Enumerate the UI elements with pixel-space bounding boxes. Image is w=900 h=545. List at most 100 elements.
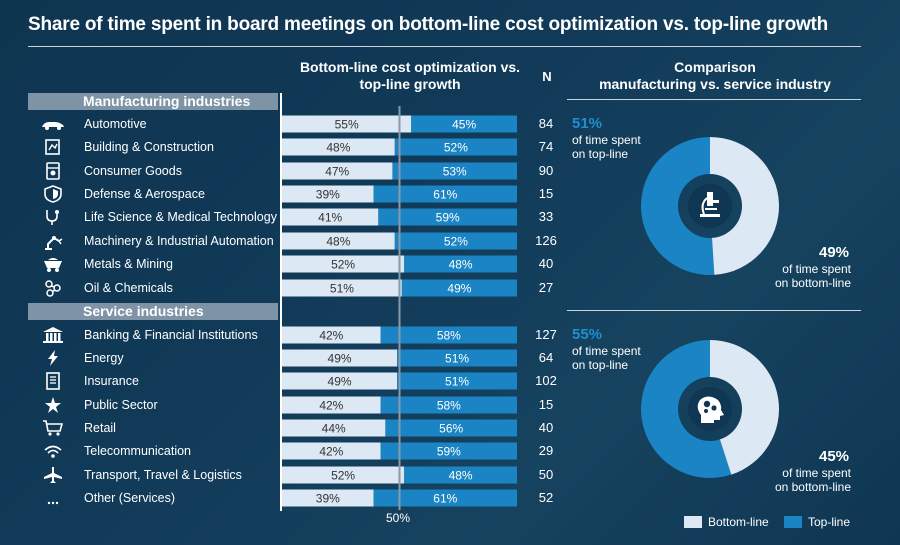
donut-manufacturing-top-text-1: of time spent — [572, 133, 641, 147]
bar-bottom-line — [282, 162, 393, 180]
bar-top-line-label: 59% — [436, 211, 460, 225]
row-label: Machinery & Industrial Automation — [84, 234, 274, 248]
row-label: Telecommunication — [84, 444, 191, 458]
legend-top-line: Top-line — [784, 515, 850, 529]
bar-top-line — [378, 208, 517, 226]
row-label: Automotive — [84, 117, 147, 131]
row-n-value: 15 — [538, 397, 554, 412]
bar-top-line — [404, 466, 517, 484]
row-n-value: 52 — [538, 490, 554, 505]
donut-service-bottom-text-1: of time spent — [782, 466, 851, 480]
row-n-value: 27 — [538, 280, 554, 295]
bar-top-line-label: 56% — [439, 422, 463, 436]
microscope-icon — [700, 192, 720, 217]
bar-bottom-line-label: 42% — [319, 329, 343, 343]
bar-bottom-line — [282, 466, 405, 484]
bar-bottom-line-label: 51% — [330, 282, 354, 296]
comparison-divider-middle — [567, 310, 861, 311]
donut-manufacturing-bottom-text-1: of time spent — [782, 262, 851, 276]
legend-bottom-line-label: Bottom-line — [708, 515, 769, 529]
bar-bottom-line-label: 52% — [331, 258, 355, 272]
bar-bottom-line-label: 49% — [328, 352, 352, 366]
bar-top-line — [397, 372, 517, 390]
bar-top-line-label: 61% — [433, 188, 457, 202]
group-manufacturing: Manufacturing industries — [28, 93, 278, 110]
bar-bottom-line-label: 39% — [316, 188, 340, 202]
donut-service-bottom-text: of time spent on bottom-line — [770, 466, 851, 494]
donut-service-top-pct: 55% — [572, 326, 603, 343]
donut-manufacturing-top-text: of time spent on top-line — [572, 133, 641, 161]
bar-top-line — [385, 419, 517, 437]
bar-top-line — [380, 442, 517, 460]
row-label: Oil & Chemicals — [84, 281, 173, 295]
bar-bottom-line — [282, 349, 398, 367]
comparison-divider-top — [567, 99, 861, 100]
bar-bottom-line — [282, 419, 386, 437]
bar-top-line-label: 51% — [445, 375, 469, 389]
building-icon — [40, 138, 66, 156]
ellipsis-icon — [40, 489, 66, 507]
document-icon — [40, 372, 66, 390]
row-n-value: 64 — [538, 350, 554, 365]
legend-top-line-swatch — [784, 516, 802, 528]
donut-manufacturing — [640, 136, 779, 275]
bar-bottom-line — [282, 185, 374, 203]
reference-50-label: 50% — [386, 511, 411, 525]
bar-top-line — [373, 185, 517, 203]
chart-header-line1: Bottom-line cost optimization vs. — [299, 59, 521, 75]
shopping-cart-icon — [40, 419, 66, 437]
donut-service-bottom-line-slice — [710, 340, 779, 475]
stethoscope-icon — [40, 208, 66, 226]
bar-top-line-label: 48% — [449, 258, 473, 272]
row-n-value: 74 — [538, 139, 554, 154]
bar-bottom-line — [282, 208, 379, 226]
donut-service-bottom-text-2: on bottom-line — [774, 480, 851, 494]
bar-bottom-line — [282, 489, 374, 507]
donut-manufacturing-top-pct: 51% — [572, 115, 603, 132]
bar-bottom-line-label: 55% — [335, 118, 359, 132]
chart-header-line2: top-line growth — [359, 76, 461, 92]
row-n-value: 84 — [538, 116, 554, 131]
shield-icon — [40, 185, 66, 203]
airplane-icon — [40, 466, 66, 484]
row-n-value: 90 — [538, 163, 554, 178]
bar-bottom-line-label: 48% — [326, 235, 350, 249]
bar-bottom-line-label: 42% — [319, 445, 343, 459]
row-label: Transport, Travel & Logistics — [84, 468, 242, 482]
legend-bottom-line-swatch — [684, 516, 702, 528]
bar-bottom-line-label: 48% — [326, 141, 350, 155]
row-n-value: 40 — [538, 256, 554, 271]
row-label: Metals & Mining — [84, 257, 173, 271]
bar-top-line — [397, 349, 517, 367]
donut-service-top-text-1: of time spent — [572, 344, 641, 358]
bar-bottom-line — [282, 138, 395, 156]
bar-bottom-line-label: 44% — [322, 422, 346, 436]
row-label: Retail — [84, 421, 116, 435]
donut-service-bottom-pct: 45% — [819, 448, 850, 465]
mine-cart-icon — [40, 255, 66, 273]
donut-manufacturing-top-line-slice — [640, 136, 715, 275]
row-label: Other (Services) — [84, 491, 175, 505]
bar-bottom-line-label: 52% — [331, 469, 355, 483]
donut-service-top-text: of time spent on top-line — [572, 344, 641, 372]
bar-top-line — [394, 138, 517, 156]
row-n-value: 127 — [535, 327, 557, 342]
donut-service — [641, 340, 779, 478]
row-label: Banking & Financial Institutions — [84, 328, 258, 342]
row-label: Insurance — [84, 374, 139, 388]
row-n-value: 29 — [538, 443, 554, 458]
bar-top-line-label: 52% — [444, 141, 468, 155]
donut-service-top-line-slice — [641, 340, 732, 478]
row-label: Energy — [84, 351, 124, 365]
comparison-column-header: Comparison manufacturing vs. service ind… — [570, 59, 860, 93]
bar-top-line — [404, 255, 517, 273]
row-label: Life Science & Medical Technology — [84, 210, 277, 224]
row-label: Building & Construction — [84, 140, 214, 154]
row-n-value: 15 — [538, 186, 554, 201]
donut-manufacturing-bottom-pct: 49% — [819, 244, 850, 261]
donut-service-top-text-2: on top-line — [572, 358, 629, 372]
lightning-icon — [40, 349, 66, 367]
wifi-icon — [40, 442, 66, 460]
group-service: Service industries — [28, 303, 278, 320]
appliance-icon — [40, 162, 66, 180]
